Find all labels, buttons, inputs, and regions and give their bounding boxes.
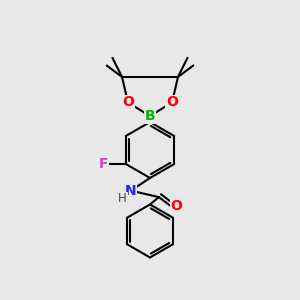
Text: F: F <box>98 157 108 171</box>
Text: B: B <box>145 109 155 123</box>
Text: O: O <box>171 199 182 213</box>
Text: H: H <box>118 192 127 206</box>
Text: O: O <box>166 95 178 109</box>
Text: O: O <box>122 95 134 109</box>
Text: N: N <box>125 184 137 198</box>
